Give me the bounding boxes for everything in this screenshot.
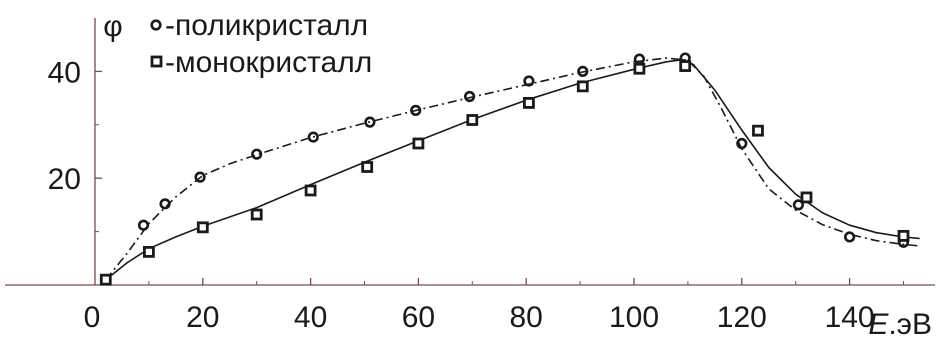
y-tick-label: 40 xyxy=(48,56,81,89)
data-point-square xyxy=(466,114,479,126)
data-point-square xyxy=(196,221,209,234)
data-point-circle xyxy=(577,65,589,77)
data-point-circle xyxy=(792,199,804,211)
data-point-circle xyxy=(464,90,476,103)
x-axis-label-unit: .эВ xyxy=(888,308,932,341)
y-tick-label: 20 xyxy=(48,163,81,196)
data-point-square xyxy=(633,62,646,75)
data-point-circle xyxy=(364,116,376,128)
data-point-square xyxy=(250,208,263,221)
legend-marker-circle xyxy=(150,19,162,31)
x-tick-label: 120 xyxy=(717,301,767,334)
x-tick-label: 100 xyxy=(609,301,659,334)
data-point-circle xyxy=(137,219,150,231)
legend-label-monocrystal: -монокристалл xyxy=(165,46,372,79)
data-point-square xyxy=(99,273,112,286)
x-tick-label: 80 xyxy=(510,301,543,334)
axes xyxy=(5,18,935,286)
data-point-circle xyxy=(194,171,206,183)
data-point-square xyxy=(304,184,317,197)
legend: -поликристалл -монокристалл xyxy=(150,9,372,79)
data-point-square xyxy=(752,124,764,137)
y-axis-label: φ xyxy=(103,10,122,43)
data-point-circle xyxy=(633,53,645,65)
data-point-circle xyxy=(159,198,171,210)
data-point-square xyxy=(522,97,535,109)
data-point-circle xyxy=(843,231,856,243)
data-point-circle xyxy=(251,148,263,160)
x-axis-label: E.эВ xyxy=(868,308,932,341)
legend-item-polycrystal: -поликристалл xyxy=(150,9,368,42)
data-point-square xyxy=(576,80,589,93)
x-tick-label: 20 xyxy=(186,301,219,334)
axis-ticks: 20 40 60 80 100 120 140 20 40 xyxy=(48,56,904,334)
data-point-square xyxy=(361,161,374,173)
legend-marker-square xyxy=(150,55,163,68)
data-point-square xyxy=(897,229,910,242)
x-axis-label-variable: E xyxy=(868,308,889,341)
legend-label-polycrystal: -поликристалл xyxy=(165,9,368,42)
data-point-circle xyxy=(307,131,319,143)
data-point-circle xyxy=(736,137,748,150)
data-point-square xyxy=(679,60,692,72)
x-tick-label: 140 xyxy=(825,301,875,334)
data-point-square xyxy=(800,191,813,204)
fit-curves xyxy=(105,57,920,281)
series-curve-1 xyxy=(105,58,920,281)
origin-tick-label: 0 xyxy=(84,301,101,334)
data-point-circle xyxy=(410,104,422,116)
series-curve-0 xyxy=(105,57,920,281)
data-point-square xyxy=(142,245,155,258)
x-tick-label: 40 xyxy=(294,301,327,334)
x-tick-label: 60 xyxy=(402,301,435,334)
legend-item-monocrystal: -монокристалл xyxy=(150,46,372,79)
data-point-circle xyxy=(523,75,535,87)
data-points xyxy=(99,52,910,286)
data-point-square xyxy=(412,137,425,150)
